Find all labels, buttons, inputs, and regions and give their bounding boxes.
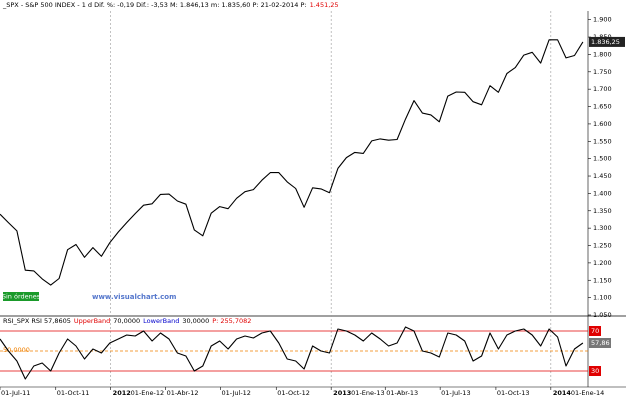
band-value-box: [589, 366, 601, 376]
rsi-last-box: [589, 338, 611, 348]
x-tick-label: 01-Jul-13: [441, 389, 470, 397]
y-tick-label: 1.300: [593, 224, 612, 232]
x-tick-label: 01-Abr-13: [386, 389, 418, 397]
y-tick-label: 1.500: [593, 155, 612, 163]
rsi-last-label: 57,86: [591, 339, 610, 347]
watermark: www.visualchart.com: [92, 293, 176, 301]
last-price-label: 1.836,25: [591, 38, 620, 46]
band-value-label: 30: [591, 367, 599, 375]
lower-band-label: 30,0000: [182, 317, 209, 325]
price-header: _SPX - S&P 500 INDEX - 1 d Dif. %: -0,19…: [2, 1, 339, 9]
x-tick-label: 01-Oct-12: [277, 389, 310, 397]
x-tick-label: 01-Oct-13: [497, 389, 530, 397]
x-tick-label: 01-Jul-12: [222, 389, 251, 397]
upper-band-label: 70,0000: [113, 317, 140, 325]
price-title-note: 1.451,25: [310, 1, 339, 9]
x-tick-label: 01-Abr-12: [167, 389, 199, 397]
price-line: [0, 39, 584, 286]
rsi-line: [0, 326, 584, 380]
year-label: 2014: [553, 389, 572, 397]
y-tick-label: 1.150: [593, 276, 612, 284]
x-tick-label: 01-Ene-13: [351, 389, 384, 397]
year-label: 2012: [113, 389, 131, 397]
upper-band-name: UpperBand: [74, 317, 110, 325]
x-tick-label: 01-Ene-14: [571, 389, 604, 397]
x-tick-label: 01-Oct-11: [57, 389, 90, 397]
lower-band-name: LowerBand: [143, 317, 179, 325]
x-tick-label: 01-Jul-11: [1, 389, 30, 397]
band-value-label: 70: [591, 327, 599, 335]
midline-label: 50,0000: [3, 346, 30, 354]
last-price-box: [589, 36, 625, 47]
y-tick-label: 1.050: [593, 311, 612, 319]
orders-label: Sin órdenes: [2, 293, 41, 301]
year-label: 2013: [333, 389, 351, 397]
y-tick-label: 1.100: [593, 294, 612, 302]
y-tick-label: 1.200: [593, 259, 612, 267]
orders-badge: [3, 292, 39, 301]
x-tick-label: 01-Ene-12: [131, 389, 164, 397]
y-tick-label: 1.700: [593, 85, 612, 93]
y-tick-label: 1.600: [593, 120, 612, 128]
y-tick-label: 1.550: [593, 137, 612, 145]
y-tick-label: 1.650: [593, 103, 612, 111]
band-value-box: [589, 326, 601, 336]
price-title: _SPX - S&P 500 INDEX - 1 d Dif. %: -0,19…: [2, 1, 307, 9]
rsi-header: RSI_SPX RSI 57,8605 UpperBand 70,0000 Lower…: [3, 317, 251, 325]
y-tick-label: 1.900: [593, 16, 612, 24]
y-tick-label: 1.800: [593, 50, 612, 58]
y-tick-label: 1.450: [593, 172, 612, 180]
rsi-subtitle: P: 255,7082: [212, 317, 251, 325]
y-tick-label: 1.250: [593, 242, 612, 250]
y-tick-label: 1.350: [593, 207, 612, 215]
rsi-title: RSI_SPX RSI 57,8605: [3, 317, 71, 325]
y-tick-label: 1.750: [593, 68, 612, 76]
y-tick-label: 1.400: [593, 189, 612, 197]
